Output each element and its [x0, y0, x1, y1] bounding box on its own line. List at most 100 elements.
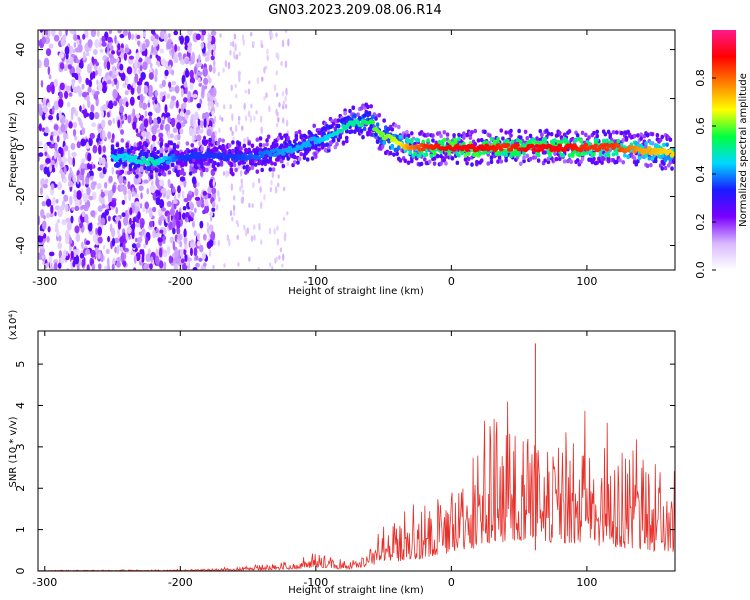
ridge-cell	[416, 138, 421, 143]
ridge-cell	[288, 140, 292, 145]
ridge-cell	[409, 139, 414, 145]
noise-speckle	[125, 101, 129, 108]
noise-speckle	[217, 190, 220, 198]
ridge-cell	[273, 161, 277, 167]
noise-speckle	[120, 47, 124, 53]
noise-speckle	[225, 170, 228, 178]
noise-speckle	[164, 123, 171, 132]
noise-speckle	[277, 174, 280, 179]
noise-speckle	[134, 237, 138, 243]
ridge-cell	[317, 130, 321, 136]
noise-speckle	[281, 117, 285, 124]
noise-speckle	[240, 181, 244, 189]
ridge-cell	[662, 161, 666, 166]
noise-speckle	[105, 161, 108, 170]
noise-speckle	[161, 119, 165, 125]
ridge-cell	[663, 165, 668, 171]
ridge-cell	[287, 145, 293, 150]
noise-speckle	[95, 69, 98, 76]
noise-speckle	[81, 241, 84, 250]
noise-speckle	[90, 104, 95, 113]
ridge-cell	[464, 147, 470, 152]
noise-speckle	[194, 196, 201, 201]
noise-speckle	[285, 87, 288, 96]
noise-speckle	[111, 80, 115, 87]
noise-speckle	[155, 106, 161, 114]
noise-speckle	[70, 215, 74, 224]
noise-speckle	[275, 122, 279, 128]
noise-speckle	[99, 37, 102, 46]
noise-speckle	[282, 186, 286, 192]
noise-speckle	[149, 54, 153, 59]
noise-speckle	[135, 132, 142, 137]
noise-speckle	[60, 171, 66, 180]
ridge-cell	[359, 128, 364, 133]
ridge-cell	[200, 146, 204, 151]
ridge-cell	[614, 151, 619, 156]
noise-speckle	[137, 176, 142, 184]
ridge-cell	[501, 136, 505, 141]
noise-speckle	[99, 130, 104, 140]
ridge-cell	[174, 165, 178, 170]
noise-speckle	[50, 183, 55, 191]
ridge-cell	[468, 135, 473, 140]
noise-speckle	[58, 110, 62, 120]
noise-speckle	[119, 236, 125, 244]
noise-speckle	[188, 42, 193, 48]
noise-speckle	[193, 114, 199, 121]
noise-speckle	[139, 93, 144, 103]
noise-speckle	[106, 79, 112, 85]
snr-y-tick-label: 0	[14, 568, 27, 575]
noise-speckle	[83, 108, 88, 119]
ridge-cell	[279, 135, 284, 141]
noise-speckle	[193, 65, 197, 75]
noise-speckle	[44, 126, 49, 132]
noise-speckle	[242, 38, 245, 46]
ridge-cell	[379, 139, 383, 144]
ridge-cell	[525, 135, 530, 141]
noise-speckle	[223, 263, 226, 268]
ridge-cell	[536, 153, 541, 158]
ridge-cell	[539, 147, 545, 152]
ridge-cell	[362, 126, 367, 132]
ridge-cell	[649, 140, 653, 146]
ridge-cell	[398, 134, 403, 140]
ridge-cell	[660, 134, 665, 140]
ridge-cell	[533, 155, 538, 160]
noise-speckle	[57, 219, 60, 224]
noise-speckle	[229, 210, 233, 217]
noise-speckle	[229, 49, 232, 56]
noise-speckle	[92, 181, 97, 186]
noise-speckle	[54, 142, 58, 152]
noise-speckle	[139, 42, 143, 51]
ridge-cell	[611, 152, 616, 157]
noise-speckle	[116, 229, 120, 235]
noise-speckle	[52, 166, 56, 173]
noise-speckle	[44, 36, 51, 45]
noise-speckle	[159, 48, 164, 54]
noise-speckle	[211, 187, 217, 195]
noise-speckle	[206, 117, 210, 126]
noise-speckle	[126, 66, 133, 75]
noise-speckle	[180, 59, 186, 65]
ridge-cell	[505, 143, 511, 148]
ridge-cell	[370, 120, 376, 125]
spectrogram-y-tick-label: 40	[14, 43, 27, 57]
noise-speckle	[168, 221, 174, 230]
noise-speckle	[173, 202, 177, 210]
noise-speckle	[92, 71, 96, 79]
noise-speckle	[38, 235, 44, 243]
noise-speckle	[182, 206, 187, 211]
noise-speckle	[148, 220, 154, 228]
ridge-cell	[450, 156, 455, 161]
noise-speckle	[230, 183, 234, 191]
noise-speckle	[136, 34, 141, 40]
noise-speckle	[170, 86, 177, 92]
ridge-cell	[120, 138, 125, 143]
noise-speckle	[80, 158, 86, 164]
noise-speckle	[222, 171, 226, 176]
ridge-cell	[380, 131, 385, 136]
noise-speckle	[67, 155, 72, 164]
ridge-cell	[231, 140, 235, 145]
noise-speckle	[72, 157, 76, 167]
